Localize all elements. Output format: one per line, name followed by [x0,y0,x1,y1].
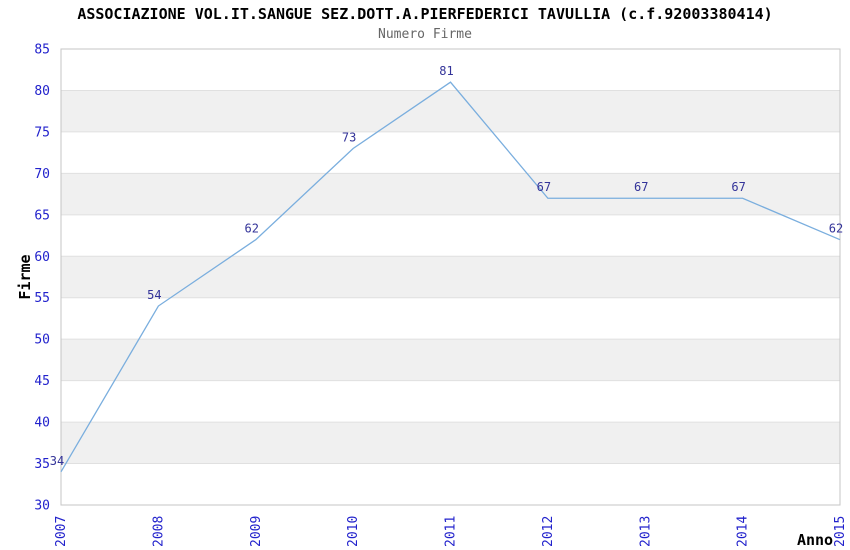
y-tick-label: 40 [34,416,50,431]
y-tick-label: 55 [34,291,50,306]
x-tick-label: 2015 [833,516,848,547]
x-tick-label: 2013 [638,516,653,547]
x-tick-label: 2009 [249,516,264,547]
y-tick-label: 65 [34,208,50,223]
plot-band [61,173,840,215]
y-tick-label: 30 [34,499,50,514]
data-point-label: 54 [147,288,161,302]
plot-band [61,256,840,298]
y-tick-label: 85 [34,43,50,58]
y-tick-label: 50 [34,333,50,348]
y-tick-label: 35 [34,457,50,472]
plot-band [61,422,840,464]
y-tick-label: 70 [34,167,50,182]
data-line [60,81,841,473]
x-axis-title: Anno [797,531,833,549]
plot-band [61,380,840,423]
x-tick-label: 2012 [541,516,556,547]
chart-subtitle: Numero Firme [378,27,472,42]
data-point-label: 67 [537,180,551,194]
plot-band [61,90,840,132]
x-tick-label: 2014 [736,516,751,547]
data-point-label: 73 [342,130,356,144]
plot-band [61,214,840,257]
y-tick-label: 45 [34,374,50,389]
data-point-label: 34 [50,454,64,468]
x-tick-label: 2011 [444,516,459,547]
data-point-label: 81 [439,64,453,78]
data-point-label: 62 [245,222,259,236]
x-tick-label: 2010 [346,516,361,547]
chart-title: ASSOCIAZIONE VOL.IT.SANGUE SEZ.DOTT.A.PI… [77,5,773,23]
x-tick-label: 2007 [54,516,69,547]
y-tick-label: 80 [34,84,50,99]
plot-band [61,339,840,381]
plot-band [61,463,840,505]
plot-border [60,48,841,506]
y-tick-label: 60 [34,250,50,265]
y-tick-label: 75 [34,125,50,140]
plot-band [61,297,840,340]
data-point-label: 67 [634,180,648,194]
plot-band [61,131,840,174]
plot-band [61,49,840,91]
data-point-label: 62 [829,222,843,236]
data-point-label: 67 [731,180,745,194]
x-tick-label: 2008 [151,516,166,547]
y-axis-title: Firme [16,254,34,299]
